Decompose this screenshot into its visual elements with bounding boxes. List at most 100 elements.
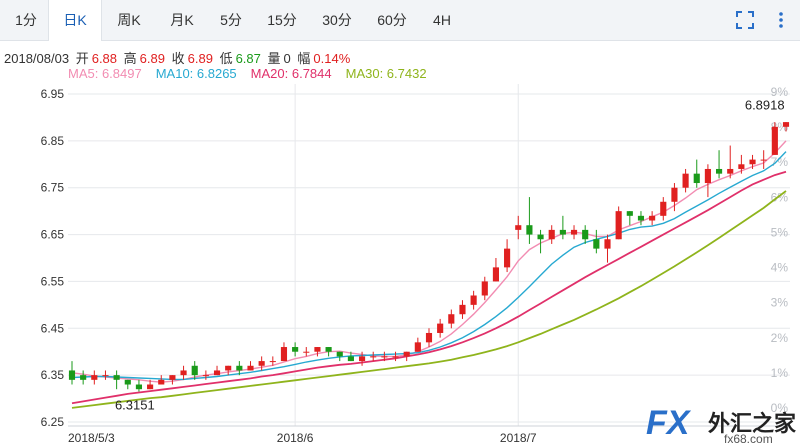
candle-body[interactable] — [347, 356, 354, 362]
range-label: 幅 — [297, 51, 311, 66]
candle-body[interactable] — [570, 229, 578, 235]
open-label: 开 — [75, 51, 89, 66]
ma-line-ma30 — [71, 190, 787, 409]
candle-body[interactable] — [459, 304, 466, 315]
candle-body[interactable] — [425, 332, 433, 343]
candle-body[interactable] — [682, 173, 689, 188]
candle-body[interactable] — [124, 379, 131, 385]
candle-body[interactable] — [660, 201, 667, 216]
candle-body[interactable] — [548, 229, 555, 240]
candle-body[interactable] — [303, 351, 310, 353]
candle-body[interactable] — [202, 375, 209, 377]
candle-body[interactable] — [593, 239, 600, 249]
candle-body[interactable] — [782, 122, 790, 127]
close-label: 收 — [171, 51, 185, 66]
candle-body[interactable] — [526, 225, 533, 235]
candle-body[interactable] — [225, 365, 232, 371]
candle-body[interactable] — [626, 211, 633, 216]
y-tick-label: 6.35 — [41, 368, 65, 382]
candle-body[interactable] — [582, 229, 589, 240]
candle-body[interactable] — [80, 375, 87, 380]
tab-0[interactable]: 1分 — [15, 12, 37, 28]
candle-body[interactable] — [704, 168, 711, 184]
high-label: 高 — [123, 51, 137, 66]
candle-body[interactable] — [615, 211, 622, 240]
tab-7[interactable]: 60分 — [377, 12, 407, 28]
more-vertical-icon[interactable] — [772, 11, 790, 29]
candle-body[interactable] — [604, 239, 611, 249]
candle-body[interactable] — [102, 375, 109, 377]
candle-body[interactable] — [236, 365, 243, 371]
fullscreen-icon[interactable] — [736, 11, 754, 29]
candle-body[interactable] — [247, 365, 254, 371]
high-value: 6.89 — [139, 51, 165, 66]
candle-body[interactable] — [113, 375, 120, 380]
ma-legend-2: MA20: 6.7844 — [250, 66, 332, 81]
info-date: 2018/08/03 — [4, 51, 70, 66]
ma-line-ma10 — [71, 151, 787, 381]
candle-body[interactable] — [515, 225, 522, 230]
candle-body[interactable] — [336, 351, 343, 357]
candle-body[interactable] — [292, 347, 299, 352]
candle-body[interactable] — [715, 168, 723, 174]
candle-body[interactable] — [537, 234, 544, 240]
candle-body[interactable] — [147, 384, 154, 390]
x-tick-label: 2018/6 — [277, 431, 314, 445]
pct-tick-label: 5% — [771, 225, 789, 239]
volume-value: 0 — [283, 51, 291, 66]
candle-body[interactable] — [437, 323, 444, 333]
tab-8[interactable]: 4H — [433, 12, 451, 28]
candle-body[interactable] — [158, 379, 165, 385]
candle-body[interactable] — [448, 314, 455, 324]
pct-tick-label: 9% — [771, 85, 789, 99]
candle-body[interactable] — [481, 281, 488, 296]
close-value: 6.89 — [187, 51, 213, 66]
candle-body[interactable] — [504, 248, 511, 268]
candle-body[interactable] — [169, 375, 176, 380]
tab-2[interactable]: 周K — [117, 12, 141, 28]
tab-3[interactable]: 月K — [170, 12, 194, 28]
tab-5[interactable]: 15分 — [267, 12, 297, 28]
candle-body[interactable] — [258, 361, 265, 366]
volume-label: 量 — [267, 51, 281, 66]
candle-body[interactable] — [749, 159, 756, 165]
pct-tick-label: 4% — [771, 261, 789, 275]
candle-body[interactable] — [314, 347, 321, 352]
tab-6[interactable]: 30分 — [322, 12, 352, 28]
candle-body[interactable] — [213, 370, 221, 376]
candle-body[interactable] — [470, 295, 477, 305]
price-annotation: 6.3151 — [115, 397, 155, 412]
candle-body[interactable] — [637, 215, 645, 221]
candlestick-chart[interactable]: 6.956.856.756.656.556.456.356.259%8%7%6%… — [0, 80, 800, 448]
candle-body[interactable] — [180, 370, 187, 376]
candle-body[interactable] — [392, 356, 399, 358]
candle-body[interactable] — [649, 215, 656, 221]
candle-body[interactable] — [280, 347, 288, 362]
candle-body[interactable] — [693, 173, 700, 184]
pct-tick-label: 6% — [771, 190, 789, 204]
tab-1[interactable]: 日K — [48, 0, 102, 41]
candle-body[interactable] — [760, 159, 767, 161]
candle-body[interactable] — [403, 351, 410, 357]
candle-body[interactable] — [325, 347, 332, 352]
candle-body[interactable] — [671, 187, 678, 202]
candle-body[interactable] — [68, 370, 76, 380]
candle-body[interactable] — [492, 267, 500, 282]
ma-legend-3: MA30: 6.7432 — [345, 66, 427, 81]
candle-body[interactable] — [414, 342, 421, 352]
candle-body[interactable] — [771, 126, 778, 155]
tab-4[interactable]: 5分 — [220, 12, 242, 28]
candle-body[interactable] — [191, 365, 198, 376]
pct-tick-label: 3% — [771, 296, 789, 310]
candle-body[interactable] — [738, 164, 745, 169]
low-label: 低 — [219, 51, 233, 66]
candle-body[interactable] — [381, 356, 388, 358]
candle-body[interactable] — [269, 361, 276, 363]
candle-body[interactable] — [727, 168, 734, 174]
candle-body[interactable] — [91, 375, 98, 380]
candle-body[interactable] — [370, 356, 377, 358]
candle-body[interactable] — [559, 229, 566, 235]
candle-body[interactable] — [135, 384, 143, 390]
candle-body[interactable] — [358, 356, 366, 362]
